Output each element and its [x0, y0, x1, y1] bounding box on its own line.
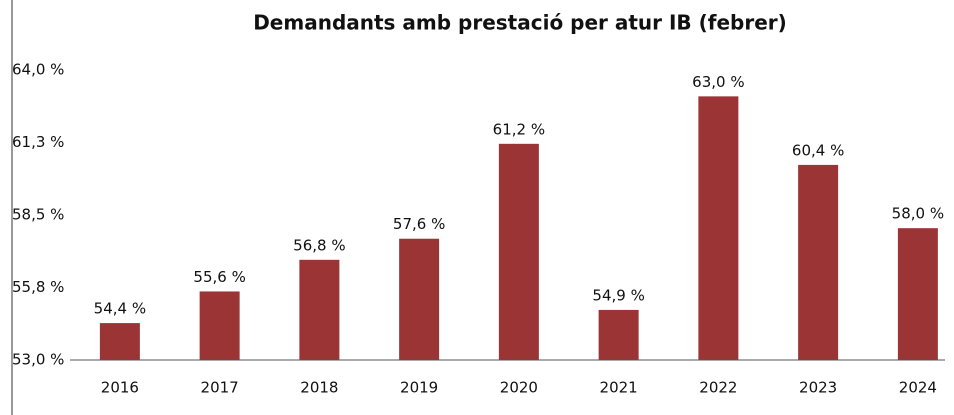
bar: [199, 291, 240, 360]
y-tick-label: 61,3 %: [12, 133, 64, 151]
chart-title: Demandants amb prestació per atur IB (fe…: [253, 11, 787, 35]
data-label: 58,0 %: [892, 205, 944, 223]
bar: [299, 259, 340, 360]
data-label: 55,6 %: [193, 268, 245, 286]
x-tick-label: 2020: [500, 379, 538, 397]
data-label: 61,2 %: [493, 120, 545, 138]
bar: [897, 228, 938, 360]
bar: [598, 309, 639, 360]
data-label: 54,4 %: [94, 300, 146, 318]
bar: [698, 96, 739, 360]
x-tick-label: 2022: [699, 379, 737, 397]
data-label: 56,8 %: [293, 236, 345, 254]
x-tick-label: 2017: [201, 379, 239, 397]
y-tick-label: 55,8 %: [12, 278, 64, 296]
bar: [399, 238, 440, 360]
x-tick-label: 2021: [600, 379, 638, 397]
bar: [498, 143, 539, 360]
data-label: 54,9 %: [592, 286, 644, 304]
x-tick-label: 2016: [101, 379, 139, 397]
data-label: 57,6 %: [393, 215, 445, 233]
y-tick-label: 64,0 %: [12, 61, 64, 79]
x-tick-label: 2018: [300, 379, 338, 397]
data-label: 63,0 %: [692, 73, 744, 91]
bar: [99, 323, 140, 360]
y-tick-label: 53,0 %: [12, 351, 64, 369]
data-label: 60,4 %: [792, 141, 844, 159]
x-tick-label: 2024: [899, 379, 937, 397]
bar: [798, 164, 839, 360]
y-tick-label: 58,5 %: [12, 206, 64, 224]
x-tick-label: 2019: [400, 379, 438, 397]
x-tick-label: 2023: [799, 379, 837, 397]
